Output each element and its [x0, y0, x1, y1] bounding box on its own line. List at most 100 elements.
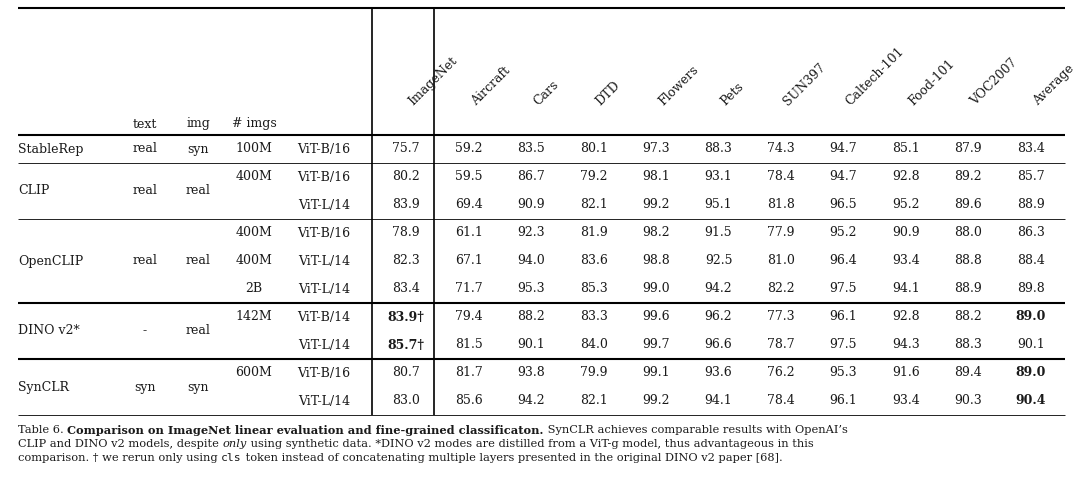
Text: 96.4: 96.4 [829, 254, 858, 268]
Text: 96.6: 96.6 [704, 338, 732, 351]
Text: 59.2: 59.2 [455, 143, 483, 155]
Text: 83.3: 83.3 [580, 310, 608, 324]
Text: img: img [186, 118, 210, 130]
Text: Caltech-101: Caltech-101 [843, 45, 907, 108]
Text: 89.0: 89.0 [1015, 310, 1045, 324]
Text: 99.6: 99.6 [643, 310, 670, 324]
Text: OpenCLIP: OpenCLIP [18, 254, 83, 268]
Text: 97.3: 97.3 [643, 143, 670, 155]
Text: 82.3: 82.3 [392, 254, 420, 268]
Text: 77.9: 77.9 [767, 226, 795, 240]
Text: 79.4: 79.4 [455, 310, 483, 324]
Text: ViT-B/14: ViT-B/14 [297, 310, 351, 324]
Text: 91.5: 91.5 [704, 226, 732, 240]
Text: 96.2: 96.2 [704, 310, 732, 324]
Text: 95.3: 95.3 [517, 282, 545, 296]
Text: Pets: Pets [718, 80, 746, 108]
Text: 600M: 600M [235, 367, 272, 379]
Text: 61.1: 61.1 [455, 226, 483, 240]
Text: 93.6: 93.6 [704, 367, 732, 379]
Text: 83.9: 83.9 [392, 198, 420, 212]
Text: 98.1: 98.1 [643, 171, 670, 184]
Text: only: only [222, 439, 246, 449]
Text: # imgs: # imgs [231, 118, 276, 130]
Text: 81.8: 81.8 [767, 198, 795, 212]
Text: 78.7: 78.7 [767, 338, 795, 351]
Text: comparison. † we rerun only using: comparison. † we rerun only using [18, 453, 221, 463]
Text: 88.4: 88.4 [1017, 254, 1044, 268]
Text: 96.5: 96.5 [829, 198, 858, 212]
Text: 98.2: 98.2 [643, 226, 670, 240]
Text: 74.3: 74.3 [767, 143, 795, 155]
Text: 80.7: 80.7 [392, 367, 420, 379]
Text: 81.0: 81.0 [767, 254, 795, 268]
Text: real: real [133, 143, 158, 155]
Text: SynCLR achieves comparable results with OpenAI’s: SynCLR achieves comparable results with … [543, 425, 848, 435]
Text: 79.2: 79.2 [580, 171, 607, 184]
Text: 98.8: 98.8 [643, 254, 670, 268]
Text: real: real [186, 325, 211, 338]
Text: 83.4: 83.4 [1017, 143, 1044, 155]
Text: real: real [133, 184, 158, 197]
Text: 77.3: 77.3 [767, 310, 795, 324]
Text: 88.8: 88.8 [955, 254, 982, 268]
Text: 95.1: 95.1 [704, 198, 732, 212]
Text: 95.3: 95.3 [829, 367, 858, 379]
Text: Flowers: Flowers [656, 63, 701, 108]
Text: syn: syn [134, 380, 156, 394]
Text: 75.7: 75.7 [392, 143, 420, 155]
Text: 85.1: 85.1 [892, 143, 920, 155]
Text: 97.5: 97.5 [829, 338, 858, 351]
Text: 78.9: 78.9 [392, 226, 420, 240]
Text: Cars: Cars [531, 78, 562, 108]
Text: 99.2: 99.2 [643, 198, 670, 212]
Text: 69.4: 69.4 [455, 198, 483, 212]
Text: real: real [186, 254, 211, 268]
Text: 89.4: 89.4 [955, 367, 982, 379]
Text: 83.9†: 83.9† [388, 310, 424, 324]
Text: 400M: 400M [235, 254, 272, 268]
Text: 82.1: 82.1 [580, 198, 607, 212]
Text: 93.4: 93.4 [892, 395, 920, 407]
Text: 96.1: 96.1 [829, 310, 858, 324]
Text: 88.2: 88.2 [517, 310, 545, 324]
Text: ViT-L/14: ViT-L/14 [298, 395, 350, 407]
Text: Table 6.: Table 6. [18, 425, 67, 435]
Text: Comparison on ImageNet linear evaluation and fine-grained classificaton.: Comparison on ImageNet linear evaluation… [67, 425, 543, 436]
Text: ViT-L/14: ViT-L/14 [298, 198, 350, 212]
Text: 100M: 100M [235, 143, 272, 155]
Text: 83.0: 83.0 [392, 395, 420, 407]
Text: 85.3: 85.3 [580, 282, 607, 296]
Text: 90.4: 90.4 [1015, 395, 1047, 407]
Text: 92.8: 92.8 [892, 171, 920, 184]
Text: -: - [143, 325, 147, 338]
Text: 67.1: 67.1 [455, 254, 483, 268]
Text: 86.7: 86.7 [517, 171, 545, 184]
Text: 99.2: 99.2 [643, 395, 670, 407]
Text: ViT-B/16: ViT-B/16 [297, 367, 351, 379]
Text: 59.5: 59.5 [455, 171, 483, 184]
Text: 83.6: 83.6 [580, 254, 608, 268]
Text: 78.4: 78.4 [767, 171, 795, 184]
Text: 95.2: 95.2 [892, 198, 919, 212]
Text: SynCLR: SynCLR [18, 380, 69, 394]
Text: 90.3: 90.3 [955, 395, 982, 407]
Text: syn: syn [187, 380, 208, 394]
Text: 89.0: 89.0 [1015, 367, 1045, 379]
Text: text: text [133, 118, 158, 130]
Text: 94.0: 94.0 [517, 254, 545, 268]
Text: 82.1: 82.1 [580, 395, 607, 407]
Text: 89.6: 89.6 [955, 198, 982, 212]
Text: 142M: 142M [235, 310, 272, 324]
Text: 92.5: 92.5 [705, 254, 732, 268]
Text: 93.8: 93.8 [517, 367, 545, 379]
Text: 97.5: 97.5 [829, 282, 858, 296]
Text: 94.1: 94.1 [892, 282, 920, 296]
Text: 83.4: 83.4 [392, 282, 420, 296]
Text: StableRep: StableRep [18, 143, 83, 155]
Text: real: real [186, 184, 211, 197]
Text: 92.3: 92.3 [517, 226, 545, 240]
Text: 85.7†: 85.7† [388, 338, 424, 351]
Text: 83.5: 83.5 [517, 143, 545, 155]
Text: ImageNet: ImageNet [406, 54, 460, 108]
